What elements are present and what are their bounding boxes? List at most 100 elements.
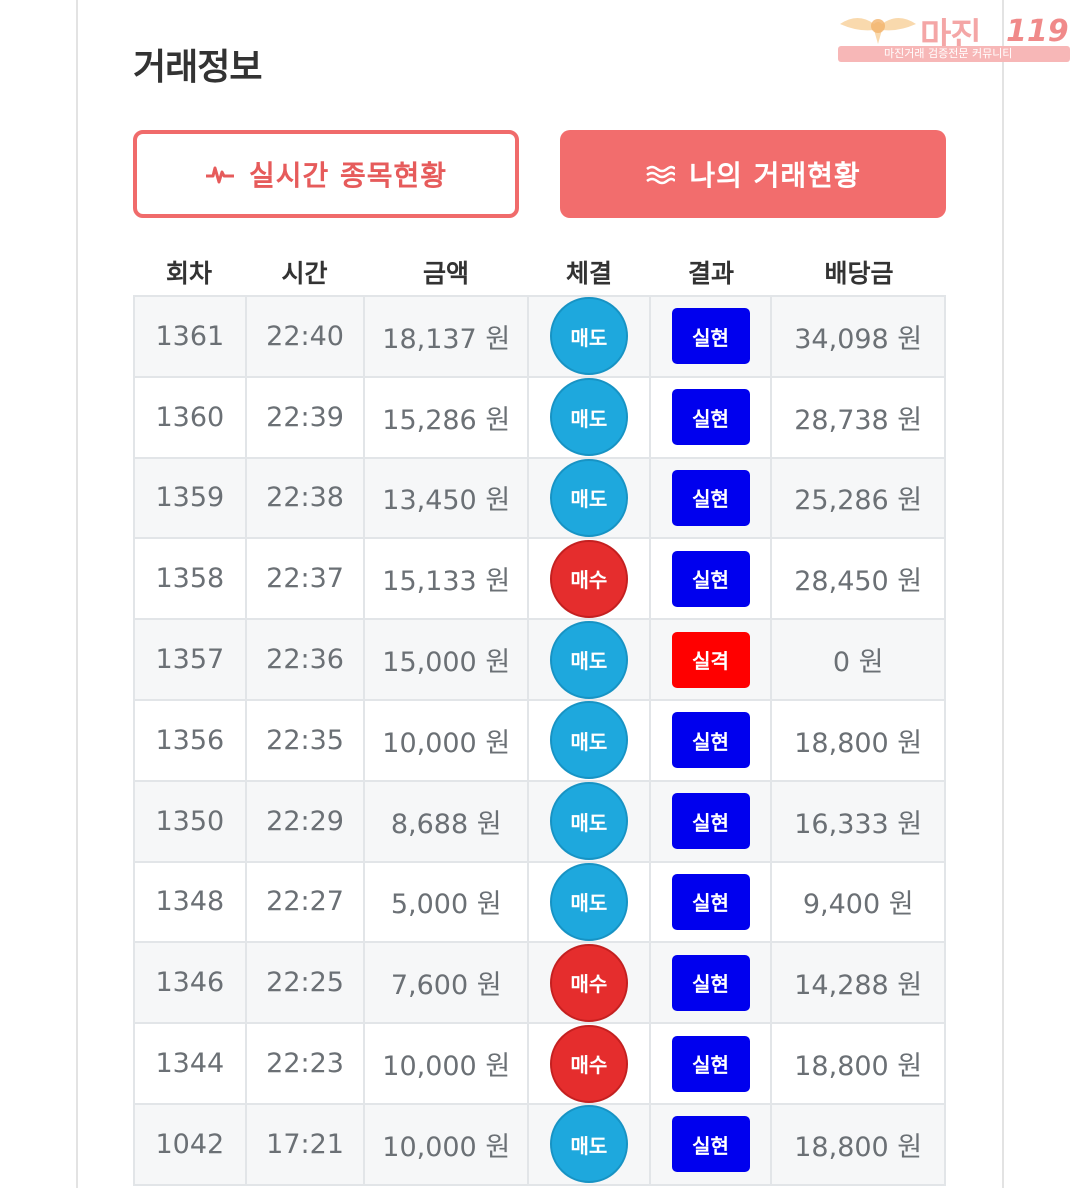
execution-badge: 매수 (549, 943, 628, 1022)
time-cell: 22:40 (246, 297, 366, 378)
time-cell: 22:39 (246, 377, 366, 459)
execution-badge: 매수 (549, 539, 628, 618)
result-badge: 실현 (671, 1116, 750, 1173)
column-header-round: 회차 (165, 259, 212, 288)
execution-cell: 매도 (529, 377, 651, 459)
column-header-result: 결과 (687, 259, 734, 288)
table-row: 1357 22:36 15,000 원 매도 실격 0 원 (135, 620, 946, 701)
execution-badge: 매도 (549, 297, 628, 376)
table-row: 1360 22:39 15,286 원 매도 실현 28,738 원 (135, 377, 946, 459)
column-header-payout: 배당금 (824, 259, 894, 288)
payout-cell: 9,400 원 (772, 862, 946, 944)
page-title: 거래정보 (133, 47, 262, 88)
execution-cell: 매수 (529, 1024, 651, 1105)
round-cell: 1042 (135, 1104, 247, 1186)
time-cell: 22:29 (246, 781, 366, 863)
tab-my-trades[interactable]: 나의 거래현황 (560, 130, 946, 218)
watermark-logo: 마진 119 마진거래 검증전문 커뮤니티 (836, 8, 1072, 64)
trade-table-body: 1361 22:40 18,137 원 매도 실현 34,098 원 1360 22:39 15… (133, 295, 946, 1186)
time-cell: 22:35 (246, 700, 366, 782)
pulse-icon (205, 166, 234, 184)
result-cell: 실현 (650, 377, 773, 459)
result-badge: 실현 (671, 389, 750, 446)
tab-realtime-status[interactable]: 실시간 종목현황 (133, 130, 519, 218)
payout-cell: 18,800 원 (772, 1104, 946, 1186)
round-cell: 1350 (135, 781, 247, 863)
time-cell: 22:38 (246, 458, 366, 540)
amount-cell: 5,000 원 (365, 862, 530, 944)
table-row: 1348 22:27 5,000 원 매도 실현 9,400 원 (135, 862, 946, 944)
table-row: 1359 22:38 13,450 원 매도 실현 25,286 원 (135, 458, 946, 540)
table-row: 1042 17:21 10,000 원 매도 실현 18,800 원 (135, 1104, 946, 1186)
result-badge: 실현 (671, 550, 750, 607)
execution-badge: 매도 (549, 862, 628, 941)
result-cell: 실현 (650, 1024, 773, 1105)
table-row: 1344 22:23 10,000 원 매수 실현 18,800 원 (135, 1024, 946, 1105)
payout-cell: 18,800 원 (772, 700, 946, 782)
amount-cell: 10,000 원 (365, 1104, 530, 1186)
table-row: 1361 22:40 18,137 원 매도 실현 34,098 원 (135, 297, 946, 378)
amount-cell: 10,000 원 (365, 700, 530, 782)
time-cell: 22:27 (246, 862, 366, 944)
execution-badge: 매도 (549, 378, 628, 457)
table-row: 1356 22:35 10,000 원 매도 실현 18,800 원 (135, 700, 946, 782)
table-row: 1346 22:25 7,600 원 매수 실현 14,288 원 (135, 943, 946, 1025)
payout-cell: 28,450 원 (772, 539, 946, 621)
result-cell: 실현 (650, 458, 773, 540)
execution-badge: 매도 (549, 1105, 628, 1184)
table-row: 1350 22:29 8,688 원 매도 실현 16,333 원 (135, 781, 946, 863)
result-badge: 실현 (671, 873, 750, 930)
amount-cell: 15,133 원 (365, 539, 530, 621)
time-cell: 22:25 (246, 943, 366, 1025)
round-cell: 1346 (135, 943, 247, 1025)
round-cell: 1358 (135, 539, 247, 621)
execution-cell: 매도 (529, 620, 651, 701)
amount-cell: 8,688 원 (365, 781, 530, 863)
watermark-tagline: 마진거래 검증전문 커뮤니티 (884, 47, 1013, 60)
round-cell: 1360 (135, 377, 247, 459)
result-cell: 실현 (650, 539, 773, 621)
result-cell: 실격 (650, 620, 773, 701)
execution-badge: 매도 (549, 782, 628, 861)
amount-cell: 7,600 원 (365, 943, 530, 1025)
result-cell: 실현 (650, 297, 773, 378)
result-badge: 실현 (671, 954, 750, 1011)
amount-cell: 13,450 원 (365, 458, 530, 540)
column-header-time: 시간 (281, 259, 328, 288)
execution-cell: 매도 (529, 700, 651, 782)
result-cell: 실현 (650, 700, 773, 782)
round-cell: 1348 (135, 862, 247, 944)
result-badge: 실현 (671, 469, 750, 526)
time-cell: 22:37 (246, 539, 366, 621)
payout-cell: 16,333 원 (772, 781, 946, 863)
result-badge: 실격 (671, 631, 750, 688)
result-badge: 실현 (671, 793, 750, 850)
execution-cell: 매도 (529, 1104, 651, 1186)
result-cell: 실현 (650, 943, 773, 1025)
execution-badge: 매도 (549, 620, 628, 699)
payout-cell: 0 원 (772, 620, 946, 701)
result-cell: 실현 (650, 862, 773, 944)
watermark-number: 119 (1006, 14, 1069, 49)
column-header-execution: 체결 (565, 259, 612, 288)
payout-cell: 14,288 원 (772, 943, 946, 1025)
table-header: 회차 시간 금액 체결 결과 배당금 (133, 252, 946, 292)
round-cell: 1359 (135, 458, 247, 540)
execution-cell: 매수 (529, 539, 651, 621)
tab-realtime-label: 실시간 종목현황 (248, 159, 448, 192)
time-cell: 17:21 (246, 1104, 366, 1186)
execution-badge: 매수 (549, 1024, 628, 1103)
round-cell: 1356 (135, 700, 247, 782)
round-cell: 1344 (135, 1024, 247, 1105)
eagle-emblem-icon (840, 18, 916, 44)
execution-cell: 매도 (529, 781, 651, 863)
result-badge: 실현 (671, 1035, 750, 1092)
watermark-bar (838, 46, 1070, 62)
amount-cell: 15,000 원 (365, 620, 530, 701)
payout-cell: 25,286 원 (772, 458, 946, 540)
execution-badge: 매도 (549, 701, 628, 780)
payout-cell: 28,738 원 (772, 377, 946, 459)
execution-cell: 매도 (529, 862, 651, 944)
result-cell: 실현 (650, 1104, 773, 1186)
result-badge: 실현 (671, 712, 750, 769)
